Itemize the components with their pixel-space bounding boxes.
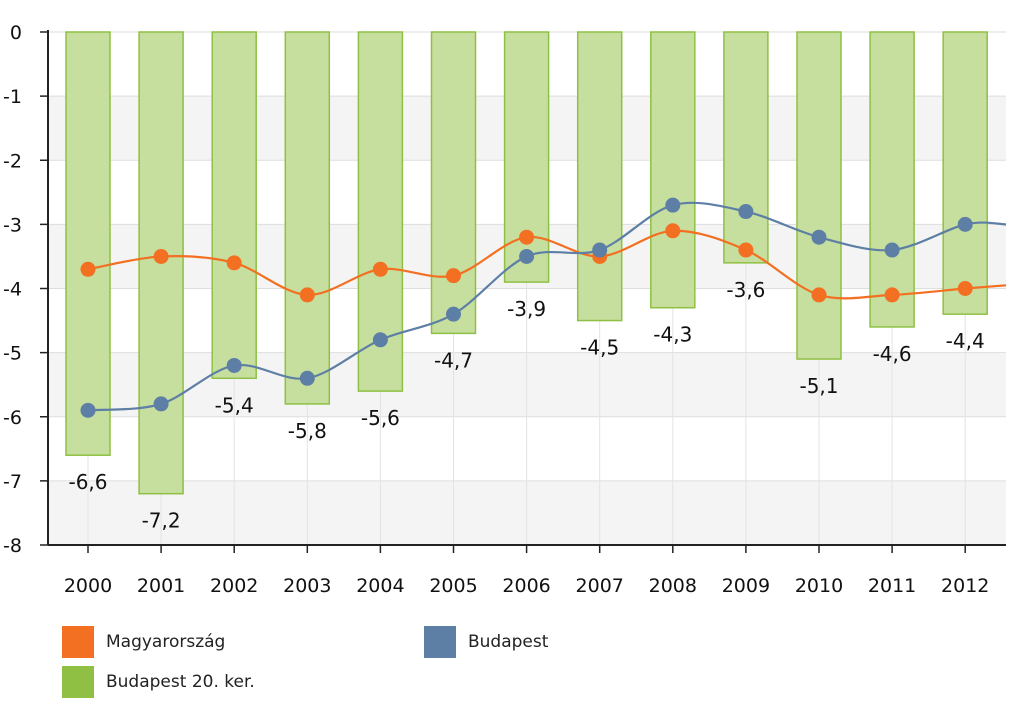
y-tick-label: 0 (10, 22, 22, 44)
legend-swatch-magyarorszag (62, 626, 94, 658)
x-tick-label: 2003 (283, 575, 331, 597)
y-tick-label: -1 (3, 86, 22, 108)
bar-2004 (357, 31, 404, 392)
data-label-2009: -3,6 (726, 278, 765, 302)
point-budapest-2003 (299, 370, 315, 386)
point-magyarorszag-2000 (80, 261, 96, 277)
bar-2011 (869, 31, 915, 328)
x-tick-label: 2012 (941, 575, 989, 597)
x-tick-label: 2001 (137, 575, 185, 597)
bar-2000 (65, 31, 111, 456)
x-tick-label: 2007 (576, 575, 624, 597)
line-points (80, 197, 973, 418)
y-tick-label: -4 (3, 279, 22, 301)
point-magyarorszag-2006 (519, 229, 535, 245)
point-budapest-2007 (592, 242, 608, 258)
y-tick-label: -7 (3, 471, 22, 493)
legend: Magyarország Budapest Budapest 20. ker. (0, 620, 1009, 704)
point-budapest-2012 (957, 216, 973, 232)
point-budapest-2004 (372, 332, 388, 348)
point-budapest-2001 (153, 396, 169, 412)
legend-item-magyarorszag[interactable]: Magyarország (62, 626, 225, 658)
y-tick-label: -8 (3, 535, 22, 557)
point-magyarorszag-2003 (299, 287, 315, 303)
axes (40, 30, 1006, 553)
bar-2005 (430, 31, 477, 335)
point-magyarorszag-2002 (226, 255, 242, 271)
x-tick-label: 2005 (429, 575, 477, 597)
bar-2002 (211, 31, 257, 380)
x-tick-label: 2006 (502, 575, 550, 597)
chart-canvas: 0 -1 -2 -3 -4 -5 -6 -7 -8 2000 2001 2002 2003 2004 200… (3, 22, 1007, 597)
x-tick-label: 2011 (868, 575, 916, 597)
point-budapest-2009 (738, 204, 754, 220)
point-magyarorszag-2011 (884, 287, 900, 303)
point-magyarorszag-2008 (665, 223, 681, 239)
data-label-2012: -4,4 (946, 329, 985, 353)
point-budapest-2011 (884, 242, 900, 258)
bar-2009 (723, 31, 769, 264)
point-budapest-2000 (80, 402, 96, 418)
point-magyarorszag-2005 (446, 268, 461, 284)
line-magyarorszag (87, 229, 1007, 300)
legend-item-budapest[interactable]: Budapest (424, 626, 548, 658)
legend-label-magyarorszag: Magyarország (106, 632, 226, 652)
bar-2007 (576, 31, 623, 322)
data-label-2008: -4,3 (653, 323, 692, 347)
point-magyarorszag-2001 (153, 248, 169, 264)
point-budapest-2008 (665, 197, 681, 213)
tick-labels: 0 -1 -2 -3 -4 -5 -6 -7 -8 2000 2001 2002 2003 2004 200… (3, 22, 989, 597)
x-tick-label: 2002 (210, 575, 258, 597)
data-label-2011: -4,6 (873, 342, 912, 366)
point-magyarorszag-2009 (738, 242, 754, 258)
x-tick-label: 2004 (356, 575, 404, 597)
y-tick-label: -2 (3, 150, 22, 172)
point-magyarorszag-2010 (811, 287, 827, 303)
bar-2010 (796, 31, 842, 360)
y-tick-label: -3 (3, 214, 22, 236)
legend-item-budapest-20-ker[interactable]: Budapest 20. ker. (62, 666, 255, 698)
data-label-2007: -4,5 (580, 336, 619, 360)
point-budapest-2006 (519, 248, 535, 264)
point-budapest-2010 (811, 229, 827, 245)
data-label-2004: -5,6 (361, 406, 400, 430)
bar-2003 (284, 31, 331, 405)
data-label-2001: -7,2 (142, 509, 181, 533)
data-labels: -6,6 -7,2 -5,4 -5,8 -5,6 -4,7 -3,9 -4,5 -4,3 -3,6… (68, 278, 984, 533)
point-budapest-2005 (446, 306, 461, 322)
legend-swatch-budapest (424, 626, 456, 658)
x-tick-label: 2009 (722, 575, 770, 597)
y-tick-label: -6 (3, 407, 22, 429)
x-tick-label: 2008 (649, 575, 697, 597)
data-label-2006: -3,9 (507, 297, 546, 321)
data-label-2010: -5,1 (799, 374, 838, 398)
point-budapest-2002 (226, 357, 242, 373)
bar-2012 (942, 31, 988, 315)
data-label-2003: -5,8 (288, 419, 327, 443)
x-tick-label: 2000 (64, 575, 112, 597)
bar-series (65, 31, 988, 495)
bar-2008 (650, 31, 696, 309)
legend-label-budapest: Budapest (468, 632, 549, 652)
data-label-2000: -6,6 (68, 470, 107, 494)
data-label-2005: -4,7 (434, 348, 473, 372)
y-tick-label: -5 (3, 343, 22, 365)
data-label-2002: -5,4 (215, 393, 254, 417)
point-magyarorszag-2004 (372, 261, 388, 277)
x-tick-label: 2010 (795, 575, 843, 597)
legend-swatch-budapest-20-ker (62, 666, 94, 698)
legend-label-budapest-20-ker: Budapest 20. ker. (106, 672, 255, 692)
point-magyarorszag-2012 (957, 281, 973, 296)
